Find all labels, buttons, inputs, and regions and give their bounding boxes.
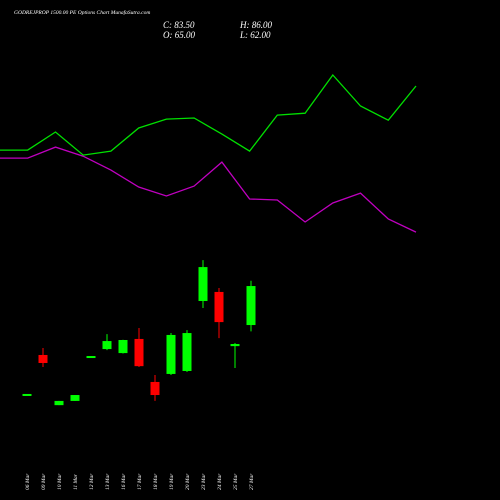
candle-body <box>22 393 32 396</box>
candle-body <box>230 344 240 347</box>
candle-body <box>54 400 64 406</box>
indicator-line <box>0 146 417 233</box>
candle-body <box>102 341 112 350</box>
low-label: L: 62.00 <box>239 30 271 40</box>
x-tick-label: 18 Mar <box>153 473 159 490</box>
x-tick-label: 11 Mar <box>73 473 79 490</box>
candle-body <box>70 395 80 401</box>
x-tick-label: 13 Mar <box>105 473 111 490</box>
indicator-line <box>0 73 417 156</box>
chart-title: GODREJPROP 1500.00 PE Options Chart Muna… <box>14 9 150 16</box>
candle-body <box>118 340 128 354</box>
x-tick-label: 16 Mar <box>121 473 127 490</box>
x-tick-label: 27 Mar <box>249 473 255 490</box>
x-tick-label: 23 Mar <box>201 473 207 490</box>
candle-body <box>198 267 208 302</box>
high-label: H: 86.00 <box>239 20 272 30</box>
x-tick-label: 25 Mar <box>233 473 239 490</box>
open-label: O: 65.00 <box>163 30 195 40</box>
candle-body <box>166 334 176 374</box>
candle-body <box>86 356 96 359</box>
x-tick-label: 24 Mar <box>216 473 223 490</box>
candle-body <box>246 286 256 326</box>
x-tick-label: 10 Mar <box>57 473 63 490</box>
x-tick-label: 20 Mar <box>185 473 191 490</box>
candle-body <box>134 338 144 367</box>
x-tick-label: 12 Mar <box>89 473 95 490</box>
x-tick-label: 17 Mar <box>137 473 143 490</box>
candle-body <box>214 291 224 323</box>
candle-body <box>38 354 48 363</box>
x-tick-label: 09 Mar <box>41 473 47 490</box>
x-tick-label: 19 Mar <box>169 473 175 490</box>
x-tick-label: 06 Mar <box>25 473 31 490</box>
candle-body <box>150 381 160 396</box>
candle-body <box>182 333 192 371</box>
close-label: C: 83.50 <box>163 20 195 30</box>
